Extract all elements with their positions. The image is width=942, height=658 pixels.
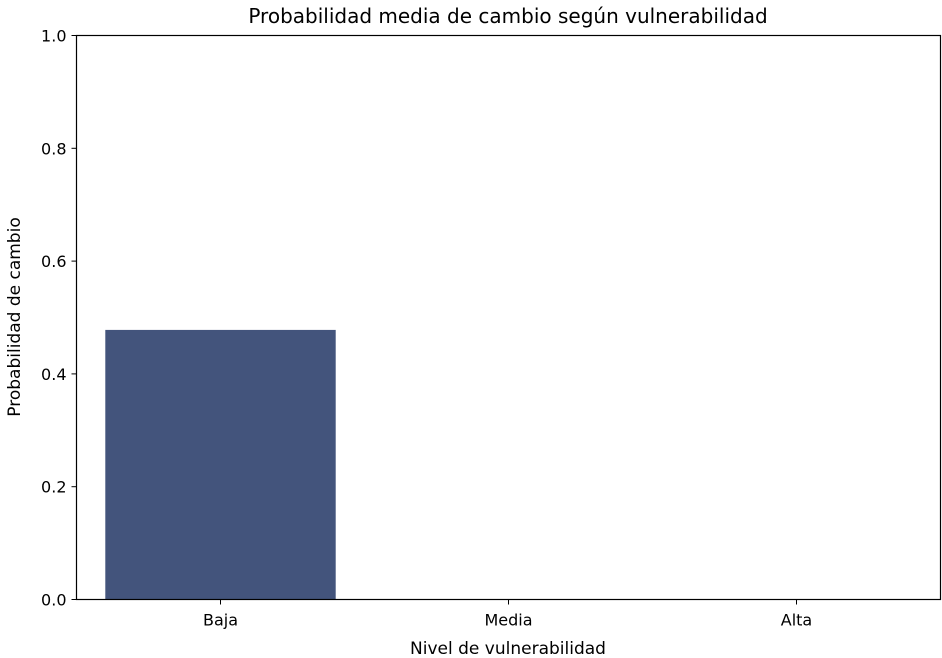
bar-baja	[105, 329, 336, 600]
bars-layer	[105, 329, 336, 600]
x-tick-label: Media	[484, 611, 532, 630]
x-axis-ticks: Baja Media Alta	[203, 599, 812, 630]
y-tick-label: 0.8	[41, 139, 66, 158]
y-axis-label: Probabilidad de cambio	[5, 217, 25, 416]
chart-title: Probabilidad media de cambio según vulne…	[248, 4, 767, 28]
x-axis-label: Nivel de vulnerabilidad	[410, 639, 606, 658]
y-tick-label: 0.4	[41, 365, 66, 384]
x-tick-label: Alta	[781, 611, 812, 630]
x-tick-label: Baja	[203, 611, 238, 630]
y-tick-label: 0.2	[41, 478, 66, 497]
y-tick-label: 0.6	[41, 252, 66, 271]
y-tick-label: 0.0	[41, 591, 66, 610]
y-axis-ticks: 0.0 0.2 0.4 0.6 0.8 1.0	[41, 27, 77, 610]
y-tick-label: 1.0	[41, 27, 66, 46]
